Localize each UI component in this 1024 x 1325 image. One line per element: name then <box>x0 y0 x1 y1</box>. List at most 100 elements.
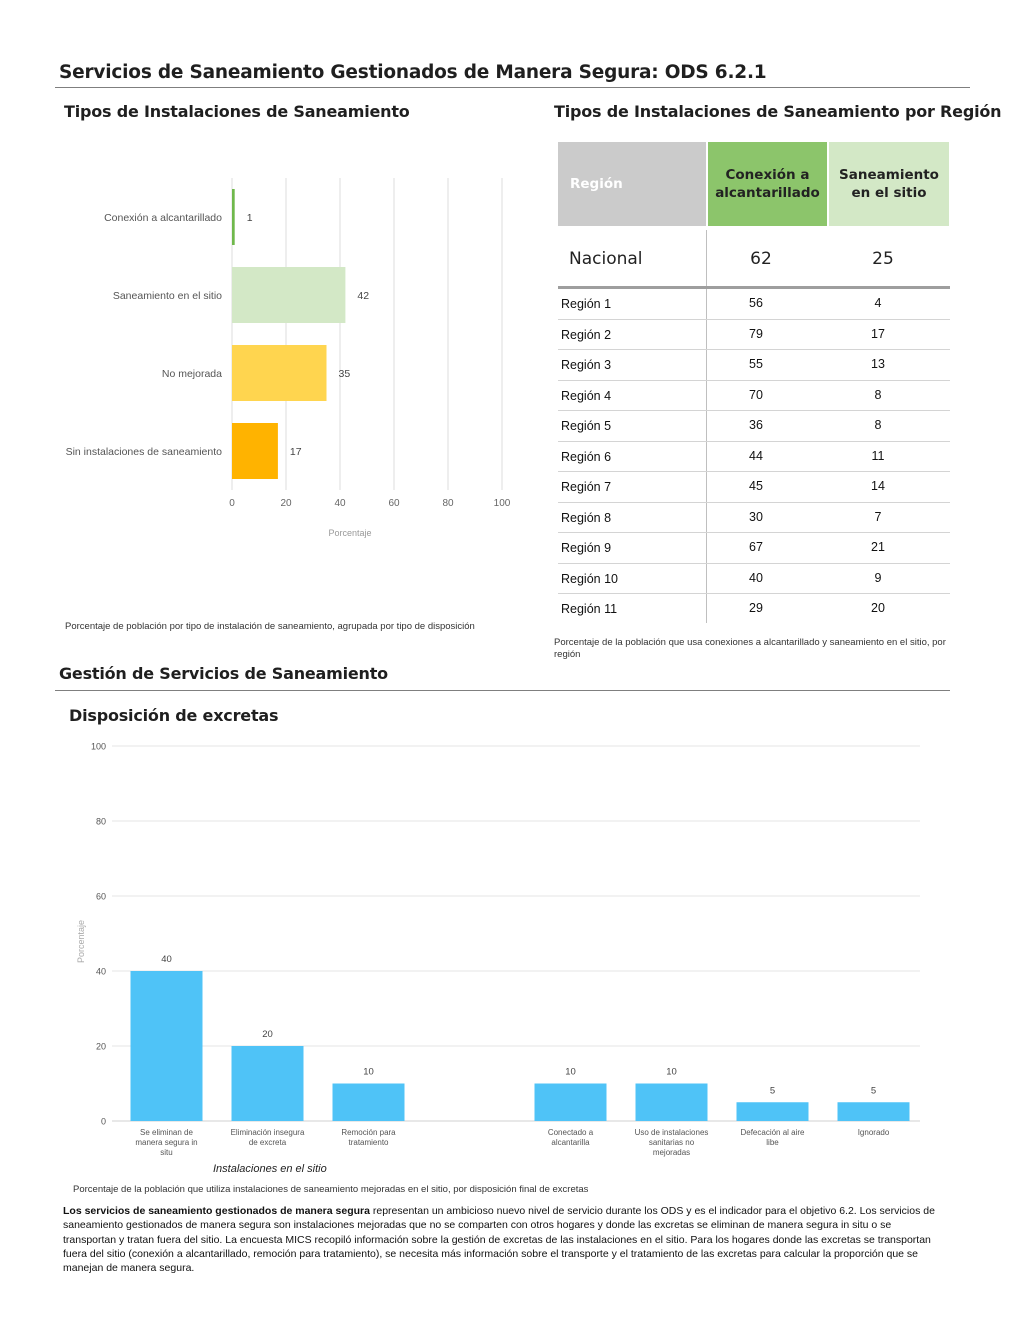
table-header-region: Región <box>558 142 706 226</box>
excreta-disposal-chart: 0 20 40 60 80 100 Porcentaje 40 Se eliminan de ma… <box>76 742 920 1157</box>
region-row-divider <box>558 349 950 350</box>
x-tick-label: 40 <box>334 498 346 509</box>
category-label: No mejorada <box>162 368 222 380</box>
national-label: Nacional <box>569 249 643 269</box>
region-row-label: Región 5 <box>561 419 612 433</box>
region-row-divider <box>558 562 950 564</box>
data-label: 17 <box>290 446 302 458</box>
region-row-sewer-value: 45 <box>749 479 763 493</box>
table-header-sewer: Conexión a alcantarillado <box>708 142 827 226</box>
x-tick-label: 60 <box>388 498 400 509</box>
region-row-sewer-value: 36 <box>749 418 763 432</box>
table-header-sewer-label: Conexión a alcantarillado <box>715 167 820 201</box>
y-tick-label: 80 <box>96 817 106 827</box>
by-region-caption: Porcentaje de la población que usa conex… <box>554 637 946 660</box>
footer-body: representan un ambicioso nuevo nivel de … <box>63 1205 935 1275</box>
category-label: Conectado a alcantarilla <box>548 1128 594 1147</box>
x-tick-label: 0 <box>229 498 235 509</box>
bar <box>232 345 327 401</box>
category-label: Uso de instalaciones sanitarias no mejorad… <box>635 1128 709 1157</box>
region-row-divider <box>558 440 950 442</box>
data-label: 10 <box>363 1067 374 1078</box>
category-label: Saneamiento en el sitio <box>113 290 222 302</box>
data-label: 42 <box>357 290 369 302</box>
region-row-onsite-value: 21 <box>871 540 885 554</box>
bar <box>232 423 278 479</box>
data-label: 20 <box>262 1029 273 1040</box>
region-row-sewer-value: 67 <box>749 540 763 554</box>
region-row-onsite-value: 20 <box>871 601 885 615</box>
data-label: 10 <box>565 1067 576 1078</box>
bar <box>130 971 203 1121</box>
data-label: 5 <box>871 1085 876 1096</box>
region-row-label: Región 4 <box>561 388 612 403</box>
region-row-onsite-value: 14 <box>871 479 885 493</box>
region-row-divider <box>558 379 950 381</box>
region-row-sewer-value: 79 <box>749 326 763 341</box>
y-tick-label: 40 <box>96 967 106 977</box>
section-title-by-region: Tipos de Instalaciones de Saneamiento po… <box>554 102 1002 121</box>
onsite-group-label: Instalaciones en el sitio <box>213 1163 327 1175</box>
facility-types-chart: 0 20 40 60 80 100 1 Conexión a alcantarillado 42… <box>66 178 511 538</box>
facility-types-caption: Porcentaje de población por tipo de inst… <box>65 621 475 632</box>
region-row-divider <box>558 501 950 503</box>
region-row-label: Región 9 <box>561 541 612 555</box>
bar <box>332 1083 405 1121</box>
region-row-divider <box>558 318 950 320</box>
excreta-disposal-title: Disposición de excretas <box>69 706 279 725</box>
national-onsite-value: 25 <box>872 249 894 269</box>
national-sewer-value: 62 <box>750 249 772 269</box>
table-column-divider <box>706 230 707 623</box>
table-header-onsite-label: Saneamiento en el sitio <box>839 167 939 201</box>
table-header-region-label: Región <box>570 176 623 192</box>
data-label: 1 <box>247 212 253 224</box>
bar <box>736 1102 809 1121</box>
y-axis-title: Porcentaje <box>76 920 86 963</box>
region-row-label: Región 1 <box>561 297 612 311</box>
bar <box>635 1083 708 1121</box>
bar <box>231 1046 304 1121</box>
region-row-onsite-value: 7 <box>874 509 882 524</box>
footer-text: Los servicios de saneamiento gestionados… <box>63 1204 943 1275</box>
region-row-sewer-value: 29 <box>749 601 763 615</box>
x-tick-label: 20 <box>280 498 292 509</box>
region-row-onsite-value: 9 <box>874 570 882 585</box>
bar <box>837 1102 910 1121</box>
category-label: Defecación al aire libe <box>740 1128 805 1147</box>
bar <box>232 189 235 245</box>
x-tick-label: 100 <box>494 498 511 509</box>
region-row-onsite-value: 17 <box>871 326 885 341</box>
category-label: Conexión a alcantarillado <box>104 212 222 224</box>
region-row-sewer-value: 44 <box>749 448 763 463</box>
region-row-onsite-value: 4 <box>874 296 882 310</box>
region-row-label: Región 2 <box>561 327 612 342</box>
region-row-onsite-value: 13 <box>871 357 885 371</box>
title-divider <box>55 87 970 88</box>
region-row-sewer-value: 55 <box>749 357 763 371</box>
region-row-sewer-value: 40 <box>749 570 763 585</box>
category-label: Eliminación insegura de excreta <box>231 1128 305 1147</box>
region-row-label: Región 10 <box>561 571 618 586</box>
x-axis-title: Porcentaje <box>328 528 371 538</box>
y-tick-label: 60 <box>96 892 106 902</box>
region-row-sewer-value: 70 <box>749 387 763 402</box>
region-row-divider <box>558 532 950 533</box>
data-label: 10 <box>666 1067 677 1078</box>
region-row-divider <box>558 410 950 411</box>
section-title-facility-types: Tipos de Instalaciones de Saneamiento <box>64 102 410 121</box>
data-label: 35 <box>339 368 351 380</box>
y-tick-label: 0 <box>101 1117 106 1127</box>
region-row-onsite-value: 8 <box>874 418 882 432</box>
page-title: Servicios de Saneamiento Gestionados de … <box>59 62 767 83</box>
category-label: Remoción para tratamiento <box>341 1128 396 1147</box>
management-divider <box>55 690 950 691</box>
region-row-divider <box>558 471 950 472</box>
region-row-divider <box>558 593 950 594</box>
region-row-label: Región 3 <box>561 358 612 372</box>
x-tick-label: 80 <box>442 498 454 509</box>
category-label: Se eliminan de manera segura in situ <box>135 1128 197 1157</box>
region-row-label: Región 6 <box>561 449 612 464</box>
region-row-label: Región 8 <box>561 510 612 525</box>
section-title-management: Gestión de Servicios de Saneamiento <box>59 664 388 683</box>
excreta-disposal-caption: Porcentaje de la población que utiliza i… <box>73 1184 589 1195</box>
